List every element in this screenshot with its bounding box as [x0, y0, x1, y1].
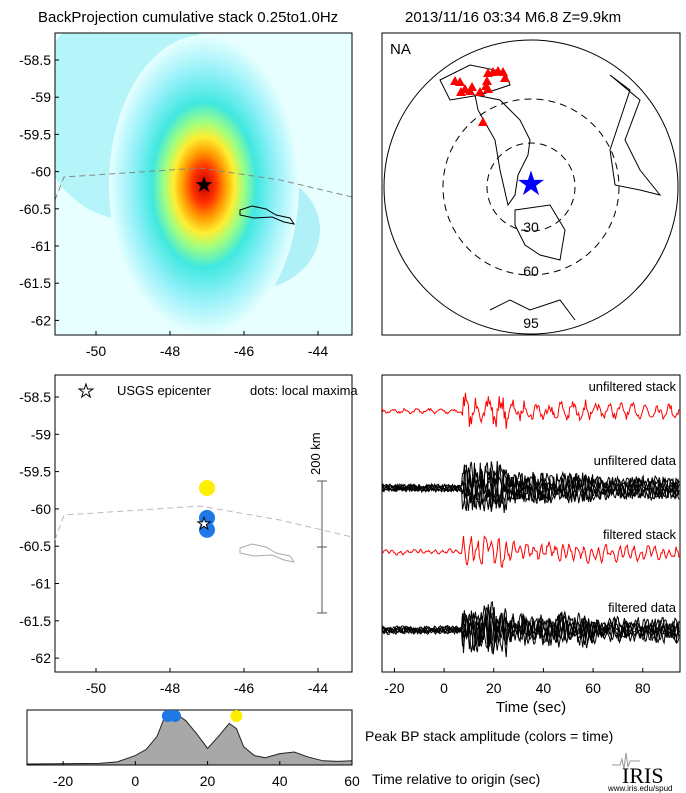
- x-tick-label: -50: [86, 343, 106, 359]
- local-maximum-dot: [199, 521, 215, 538]
- x-tick-label: -20: [384, 680, 404, 696]
- x-tick-label: -44: [308, 680, 328, 696]
- y-tick-label: -60: [31, 501, 51, 517]
- x-tick-label: -46: [234, 680, 254, 696]
- unfiltered-data-trace: [382, 461, 680, 512]
- station-triangle-icon: [455, 77, 465, 86]
- station-triangle-icon: [482, 76, 492, 85]
- unfiltered-data-trace: [382, 461, 680, 511]
- x-tick-label: 60: [585, 680, 601, 696]
- x-tick-label: -46: [234, 343, 254, 359]
- x-tick-label: 40: [536, 680, 552, 696]
- y-tick-label: -62: [31, 650, 51, 666]
- y-tick-label: -60.5: [19, 201, 51, 217]
- y-tick-label: -60.5: [19, 538, 51, 554]
- y-tick-label: -59.5: [19, 464, 51, 480]
- x-tick-label: 20: [486, 680, 502, 696]
- station-triangle-icon: [481, 81, 491, 90]
- epicenter-star-icon: ★: [194, 172, 214, 197]
- unfiltered-stack-trace: [382, 392, 680, 430]
- iris-logo: IRIS www.iris.edu/spud: [607, 752, 672, 793]
- time-dot: [230, 710, 243, 722]
- trace-label: filtered data: [608, 600, 677, 615]
- y-tick-label: -60: [31, 164, 51, 180]
- trace-label: filtered stack: [603, 527, 676, 542]
- y-tick-label: -59.5: [19, 126, 51, 142]
- local-maximum-dot: [199, 480, 215, 497]
- amplitude-title: Peak BP stack amplitude (colors = time): [365, 728, 613, 744]
- filtered-data-trace: [382, 605, 680, 652]
- peak-amplitude-panel: Peak BP stack amplitude (colors = time) …: [26, 709, 613, 787]
- figure-title: BackProjection cumulative stack 0.25to1.…: [38, 9, 338, 26]
- station-triangle-icon: [475, 87, 485, 96]
- heatmap-frame: [54, 32, 353, 336]
- x-tick-label: 80: [635, 680, 651, 696]
- trace-label: unfiltered stack: [589, 379, 677, 394]
- epicenter-star-icon: ★: [197, 516, 211, 533]
- x-tick-label: -48: [160, 343, 180, 359]
- legend-epicenter: USGS epicenter: [117, 383, 212, 398]
- y-tick-label: -61: [31, 576, 51, 592]
- station-triangle-icon: [478, 117, 488, 126]
- y-tick-label: -59: [31, 426, 51, 442]
- y-tick-label: -59: [31, 89, 51, 105]
- ring-label-95: 95: [523, 315, 539, 331]
- epicenter-star-icon: ★: [516, 165, 546, 203]
- x-tick-label: 0: [131, 773, 139, 789]
- filtered-stack-trace: [382, 535, 680, 569]
- logo-url: www.iris.edu/spud: [607, 784, 672, 793]
- x-tick-label: -50: [86, 680, 106, 696]
- waveform-panel: unfiltered stack unfiltered data filtere…: [381, 374, 681, 716]
- y-tick-label: -62: [31, 312, 51, 328]
- station-triangle-icon: [498, 67, 508, 76]
- y-tick-label: -61: [31, 238, 51, 254]
- y-tick-label: -61.5: [19, 275, 51, 291]
- station-triangle-icon: [483, 68, 493, 77]
- local-maximum-dot: [199, 509, 215, 526]
- logo-text: IRIS: [622, 763, 664, 788]
- ring-label-60: 60: [523, 263, 539, 279]
- x-tick-label: 20: [200, 773, 216, 789]
- y-tick-label: -58.5: [19, 389, 51, 405]
- y-tick-label: -61.5: [19, 613, 51, 629]
- waveform-xlabel: Time (sec): [496, 699, 566, 716]
- time-dot: [169, 710, 182, 722]
- station-triangle-icon: [460, 84, 470, 93]
- station-map-panel: NA ★ 30 60 95: [381, 32, 681, 336]
- trace-label: unfiltered data: [594, 453, 677, 468]
- x-tick-label: 0: [440, 680, 448, 696]
- y-tick-label: -58.5: [19, 52, 51, 68]
- station-triangle-icon: [500, 73, 510, 82]
- filtered-data-trace: [382, 607, 680, 647]
- station-triangle-icon: [467, 82, 477, 91]
- scale-label: 200 km: [308, 432, 323, 475]
- ring-label-30: 30: [523, 219, 539, 235]
- x-tick-label: -48: [160, 680, 180, 696]
- network-label: NA: [390, 41, 411, 58]
- x-tick-label: -44: [308, 343, 328, 359]
- amplitude-xlabel: Time relative to origin (sec): [372, 771, 540, 787]
- legend-dots: dots: local maxima: [250, 383, 358, 398]
- x-tick-label: 40: [272, 773, 288, 789]
- x-tick-label: 60: [344, 773, 360, 789]
- legend-star-icon: ★: [78, 381, 94, 401]
- heatmap-panel: ★: [55, 33, 352, 335]
- event-info: 2013/11/16 03:34 M6.8 Z=9.9km: [405, 9, 621, 26]
- scale-bar: 200 km: [308, 432, 327, 614]
- x-tick-label: -20: [53, 773, 73, 789]
- local-maxima-panel: ★ USGS epicenter dots: local maxima ★ 20…: [54, 374, 358, 673]
- amplitude-area: [26, 714, 353, 766]
